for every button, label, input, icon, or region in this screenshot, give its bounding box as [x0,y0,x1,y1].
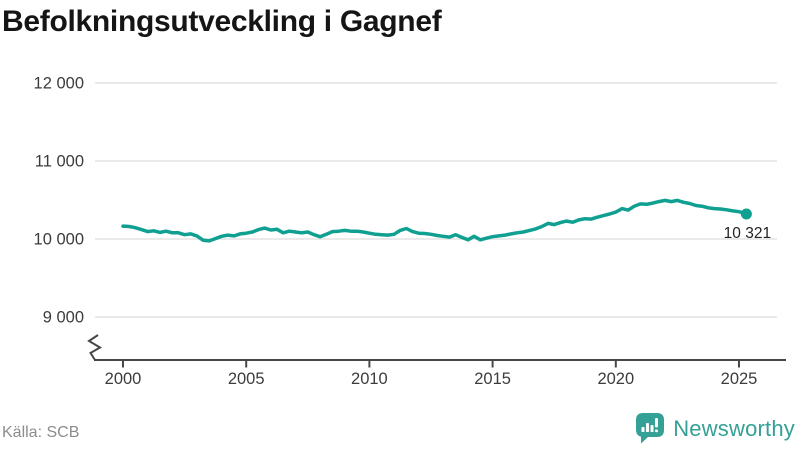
y-axis-tick-labels: 12 000 11 000 10 000 9 000 [34,75,84,327]
x-axis-tick-marks [122,360,740,368]
population-line-chart: 12 000 11 000 10 000 9 000 2000 2005 2010 2015… [34,75,786,388]
gridlines [95,82,777,318]
y-axis-break-icon [87,334,102,361]
x-tick-label: 2020 [597,370,634,388]
chart-title: Befolkningsutveckling i Gagnef [2,5,442,38]
x-tick-label: 2005 [228,370,265,388]
latest-point-marker [740,208,752,220]
y-tick-label: 11 000 [35,153,84,171]
x-tick-label: 2015 [474,370,511,388]
y-tick-label: 12 000 [34,75,84,93]
population-series-line [121,198,749,243]
y-tick-label: 9 000 [43,309,84,327]
newsworthy-logo[interactable]: Newsworthy [636,413,795,444]
newsworthy-chart-bubble-icon [636,413,665,444]
x-tick-label: 2000 [105,370,142,388]
source-label: Källa: SCB [2,424,80,441]
x-tick-label: 2010 [351,370,388,388]
x-tick-label: 2025 [721,370,758,388]
newsworthy-wordmark: Newsworthy [673,415,795,441]
latest-value-label: 10 321 [724,225,771,242]
x-axis-tick-labels: 2000 2005 2010 2015 2020 2025 [105,370,758,388]
bar-chart-glyph [641,418,659,433]
y-tick-label: 10 000 [34,231,84,249]
